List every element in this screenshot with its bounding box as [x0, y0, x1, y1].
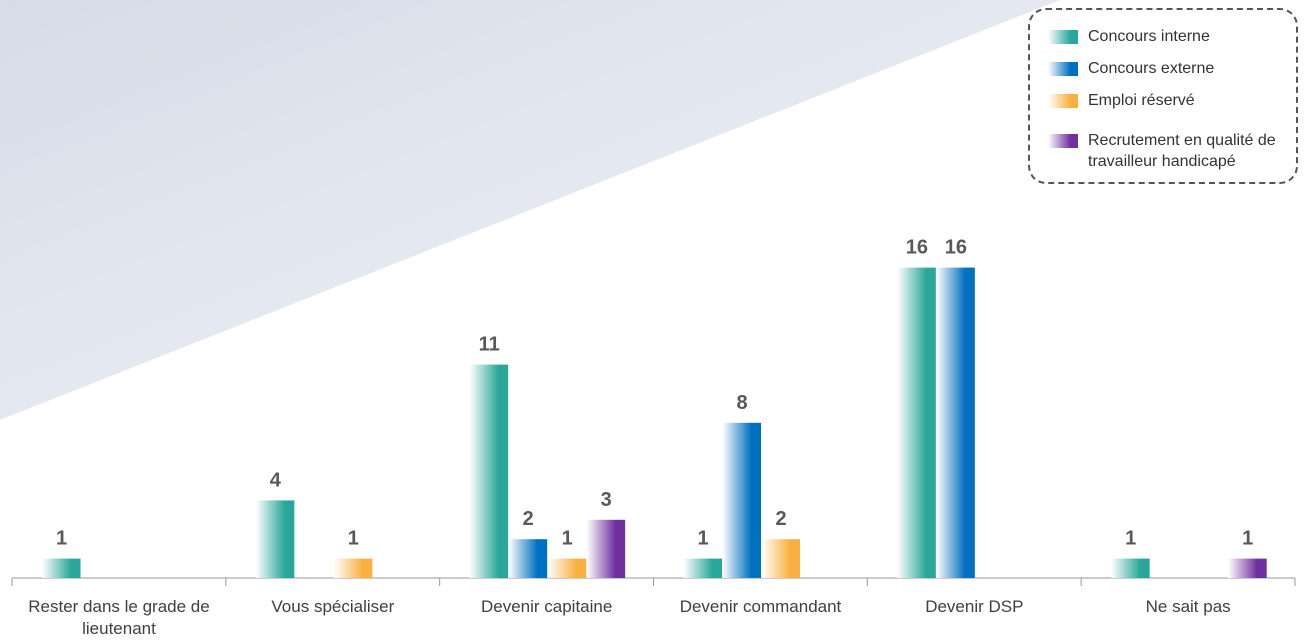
legend-swatch: [1048, 30, 1078, 44]
bar: [761, 539, 800, 578]
legend-label: Concours externe: [1088, 60, 1215, 77]
value-label: 1: [56, 528, 67, 550]
value-label: 1: [562, 528, 573, 550]
legend-item: Concours externe: [1048, 58, 1303, 79]
legend-swatch: [1048, 62, 1078, 76]
value-label: 1: [1242, 528, 1253, 550]
legend-label: Emploi réservé: [1088, 92, 1195, 109]
legend-swatch: [1048, 134, 1078, 148]
legend-item: Emploi réservé: [1048, 90, 1303, 111]
legend-label: Recrutement en qualité de travailleur ha…: [1088, 132, 1276, 170]
x-tick-label: Ne sait pas: [1145, 597, 1231, 616]
value-label: 2: [775, 508, 786, 530]
value-label: 1: [1125, 528, 1136, 550]
value-label: 1: [348, 528, 359, 550]
legend-swatch: [1048, 94, 1078, 108]
value-label: 3: [601, 489, 612, 511]
background-photo: [0, 0, 1060, 420]
bar: [936, 267, 975, 578]
bar: [469, 364, 509, 578]
bar: [255, 500, 295, 578]
legend-item: Recrutement en qualité de travailleur ha…: [1048, 130, 1303, 172]
x-tick-label: Devenir capitaine: [480, 597, 613, 616]
bar: [1228, 558, 1267, 578]
value-label: 16: [945, 237, 967, 259]
value-label: 16: [906, 237, 928, 259]
bar: [897, 267, 936, 578]
value-label: 8: [736, 392, 747, 414]
x-tick-label: Vous spécialiser: [271, 597, 395, 616]
legend-label: Concours interne: [1088, 28, 1210, 45]
bar: [683, 558, 722, 578]
value-label: 1: [697, 528, 708, 550]
x-tick-label: Devenir commandant: [679, 597, 842, 616]
value-label: 2: [523, 508, 534, 530]
bar: [722, 422, 761, 578]
bar: [547, 558, 587, 578]
bar: [586, 519, 626, 578]
legend: Concours interne Concours externe Emploi r…: [1028, 8, 1298, 184]
bar: [42, 558, 81, 578]
bar: [508, 539, 548, 578]
x-tick-label: Devenir DSP: [925, 597, 1024, 616]
x-tick-label: Rester dans le grade de lieutenant: [28, 597, 210, 638]
legend-item: Concours interne: [1048, 26, 1303, 47]
bar: [333, 558, 373, 578]
value-label: 4: [270, 469, 282, 491]
value-label: 11: [479, 334, 500, 356]
bar: [1111, 558, 1150, 578]
